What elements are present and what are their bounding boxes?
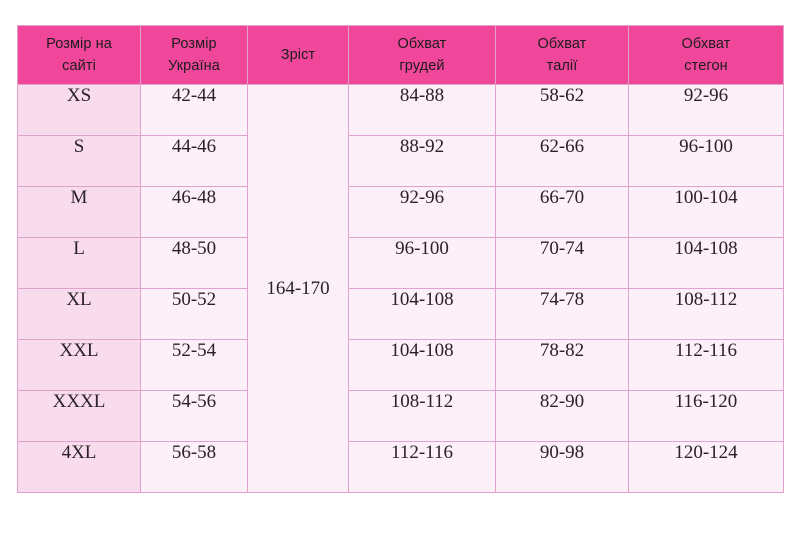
cell-ua-size: 54-56 — [140, 390, 248, 442]
cell-hips: 104-108 — [628, 237, 784, 289]
column-header-site-size-line2: сайті — [62, 58, 96, 74]
cell-hips: 112-116 — [628, 339, 784, 391]
cell-hips: 120-124 — [628, 441, 784, 493]
cell-chest: 84-88 — [348, 84, 496, 136]
cell-waist: 90-98 — [495, 441, 629, 493]
column-header-hips-line2: стегон — [684, 58, 728, 74]
table-body: XS 42-44 164-170 84-88 58-62 92-96 S 44-… — [17, 84, 784, 493]
column-header-ua-size-line1: Розмір — [171, 35, 217, 52]
cell-height-merged: 164-170 — [247, 84, 349, 493]
cell-waist: 78-82 — [495, 339, 629, 391]
column-header-height: Зріст — [247, 25, 349, 85]
cell-hips: 96-100 — [628, 135, 784, 187]
cell-chest: 112-116 — [348, 441, 496, 493]
table-row: XXL 52-54 104-108 78-82 112-116 — [17, 339, 784, 391]
column-header-site-size: Розмір на сайті — [17, 25, 141, 85]
cell-hips: 116-120 — [628, 390, 784, 442]
cell-site-size: XL — [17, 288, 141, 340]
size-chart-container: Розмір на сайті Розмір Україна Зріст Обх… — [17, 25, 784, 493]
cell-ua-size: 48-50 — [140, 237, 248, 289]
table-row: M 46-48 92-96 66-70 100-104 — [17, 186, 784, 238]
column-header-ua-size-line2: Україна — [168, 58, 220, 74]
cell-ua-size: 50-52 — [140, 288, 248, 340]
cell-ua-size: 52-54 — [140, 339, 248, 391]
table-row: XXXL 54-56 108-112 82-90 116-120 — [17, 390, 784, 442]
cell-site-size: M — [17, 186, 141, 238]
cell-waist: 58-62 — [495, 84, 629, 136]
cell-ua-size: 42-44 — [140, 84, 248, 136]
cell-ua-size: 46-48 — [140, 186, 248, 238]
cell-site-size: XXXL — [17, 390, 141, 442]
cell-chest: 108-112 — [348, 390, 496, 442]
cell-hips: 92-96 — [628, 84, 784, 136]
table-header: Розмір на сайті Розмір Україна Зріст Обх… — [17, 25, 784, 85]
column-header-ua-size: Розмір Україна — [140, 25, 248, 85]
column-header-chest-line1: Обхват — [397, 35, 447, 52]
column-header-hips: Обхват стегон — [628, 25, 784, 85]
cell-chest: 92-96 — [348, 186, 496, 238]
cell-waist: 62-66 — [495, 135, 629, 187]
header-row: Розмір на сайті Розмір Україна Зріст Обх… — [17, 25, 784, 85]
cell-hips: 108-112 — [628, 288, 784, 340]
cell-waist: 70-74 — [495, 237, 629, 289]
cell-chest: 96-100 — [348, 237, 496, 289]
table-row: 4XL 56-58 112-116 90-98 120-124 — [17, 441, 784, 493]
table-row: S 44-46 88-92 62-66 96-100 — [17, 135, 784, 187]
cell-site-size: XS — [17, 84, 141, 136]
size-chart-table: Розмір на сайті Розмір Україна Зріст Обх… — [17, 25, 784, 493]
cell-waist: 82-90 — [495, 390, 629, 442]
column-header-hips-line1: Обхват — [681, 35, 731, 52]
column-header-site-size-line1: Розмір на — [46, 35, 112, 52]
cell-site-size: XXL — [17, 339, 141, 391]
table-row: L 48-50 96-100 70-74 104-108 — [17, 237, 784, 289]
cell-site-size: L — [17, 237, 141, 289]
cell-chest: 88-92 — [348, 135, 496, 187]
table-row: XS 42-44 164-170 84-88 58-62 92-96 — [17, 84, 784, 493]
cell-waist: 74-78 — [495, 288, 629, 340]
cell-site-size: S — [17, 135, 141, 187]
column-header-height-line1: Зріст — [280, 46, 316, 63]
column-header-chest-line2: грудей — [399, 58, 445, 74]
cell-chest: 104-108 — [348, 339, 496, 391]
column-header-waist-line2: талії — [546, 58, 578, 74]
cell-site-size: 4XL — [17, 441, 141, 493]
cell-ua-size: 56-58 — [140, 441, 248, 493]
column-header-waist: Обхват талії — [495, 25, 629, 85]
cell-hips: 100-104 — [628, 186, 784, 238]
cell-ua-size: 44-46 — [140, 135, 248, 187]
cell-chest: 104-108 — [348, 288, 496, 340]
column-header-waist-line1: Обхват — [537, 35, 587, 52]
cell-waist: 66-70 — [495, 186, 629, 238]
column-header-chest: Обхват грудей — [348, 25, 496, 85]
table-row: XL 50-52 104-108 74-78 108-112 — [17, 288, 784, 340]
